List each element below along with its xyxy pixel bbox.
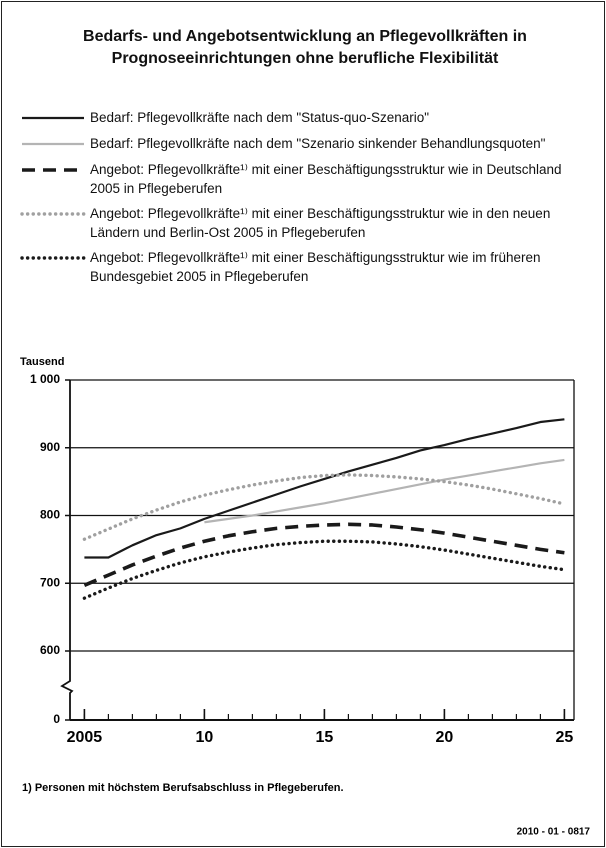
legend-swatch — [22, 168, 84, 172]
x-tick-label: 2005 — [67, 729, 103, 746]
legend-entry: Bedarf: Pflegevollkräfte nach dem "Szena… — [18, 134, 598, 154]
series-line — [204, 458, 565, 524]
x-tick-label: 15 — [316, 729, 334, 746]
legend-entry: Angebot: Pflegevollkräfte¹⁾ mit einer Be… — [18, 204, 598, 242]
legend-entry: Bedarf: Pflegevollkräfte nach dem "Statu… — [18, 108, 598, 128]
x-tick-label: 20 — [436, 729, 454, 746]
series-line — [84, 418, 565, 559]
footnote: 1) Personen mit höchstem Berufsabschluss… — [22, 782, 344, 794]
legend-label: Bedarf: Pflegevollkräfte nach dem "Statu… — [90, 110, 430, 125]
y-tick-label: 700 — [40, 575, 60, 589]
legend-swatch — [22, 142, 84, 146]
y-axis — [60, 380, 74, 720]
x-tick-label: 10 — [196, 729, 214, 746]
legend-swatch — [20, 212, 86, 216]
source-code: 2010 - 01 - 0817 — [517, 827, 591, 838]
y-tick-label: 1 000 — [30, 372, 60, 386]
y-tick-label: 800 — [40, 508, 60, 522]
series-line — [83, 522, 565, 587]
legend-swatch — [22, 116, 84, 120]
legend-label: Angebot: Pflegevollkräfte¹⁾ mit einer Be… — [90, 206, 551, 240]
legend-label: Angebot: Pflegevollkräfte¹⁾ mit einer Be… — [90, 250, 541, 284]
y-tick-label: 900 — [40, 440, 60, 454]
chart-title: Bedarfs- und Angebotsentwicklung an Pfle… — [83, 28, 527, 67]
legend-label: Angebot: Pflegevollkräfte¹⁾ mit einer Be… — [90, 162, 562, 196]
y-unit-label: Tausend — [20, 356, 64, 368]
legend: Bedarf: Pflegevollkräfte nach dem "Statu… — [18, 108, 598, 292]
legend-label: Bedarf: Pflegevollkräfte nach dem "Szena… — [90, 136, 546, 151]
series-line — [82, 539, 567, 600]
y-tick-label: 600 — [40, 643, 60, 657]
y-tick-label: 0 — [53, 712, 60, 726]
series-line — [82, 473, 567, 541]
legend-entry: Angebot: Pflegevollkräfte¹⁾ mit einer Be… — [18, 160, 598, 198]
legend-swatch — [20, 256, 86, 260]
legend-entry: Angebot: Pflegevollkräfte¹⁾ mit einer Be… — [18, 248, 598, 286]
x-tick-label: 25 — [556, 729, 574, 746]
